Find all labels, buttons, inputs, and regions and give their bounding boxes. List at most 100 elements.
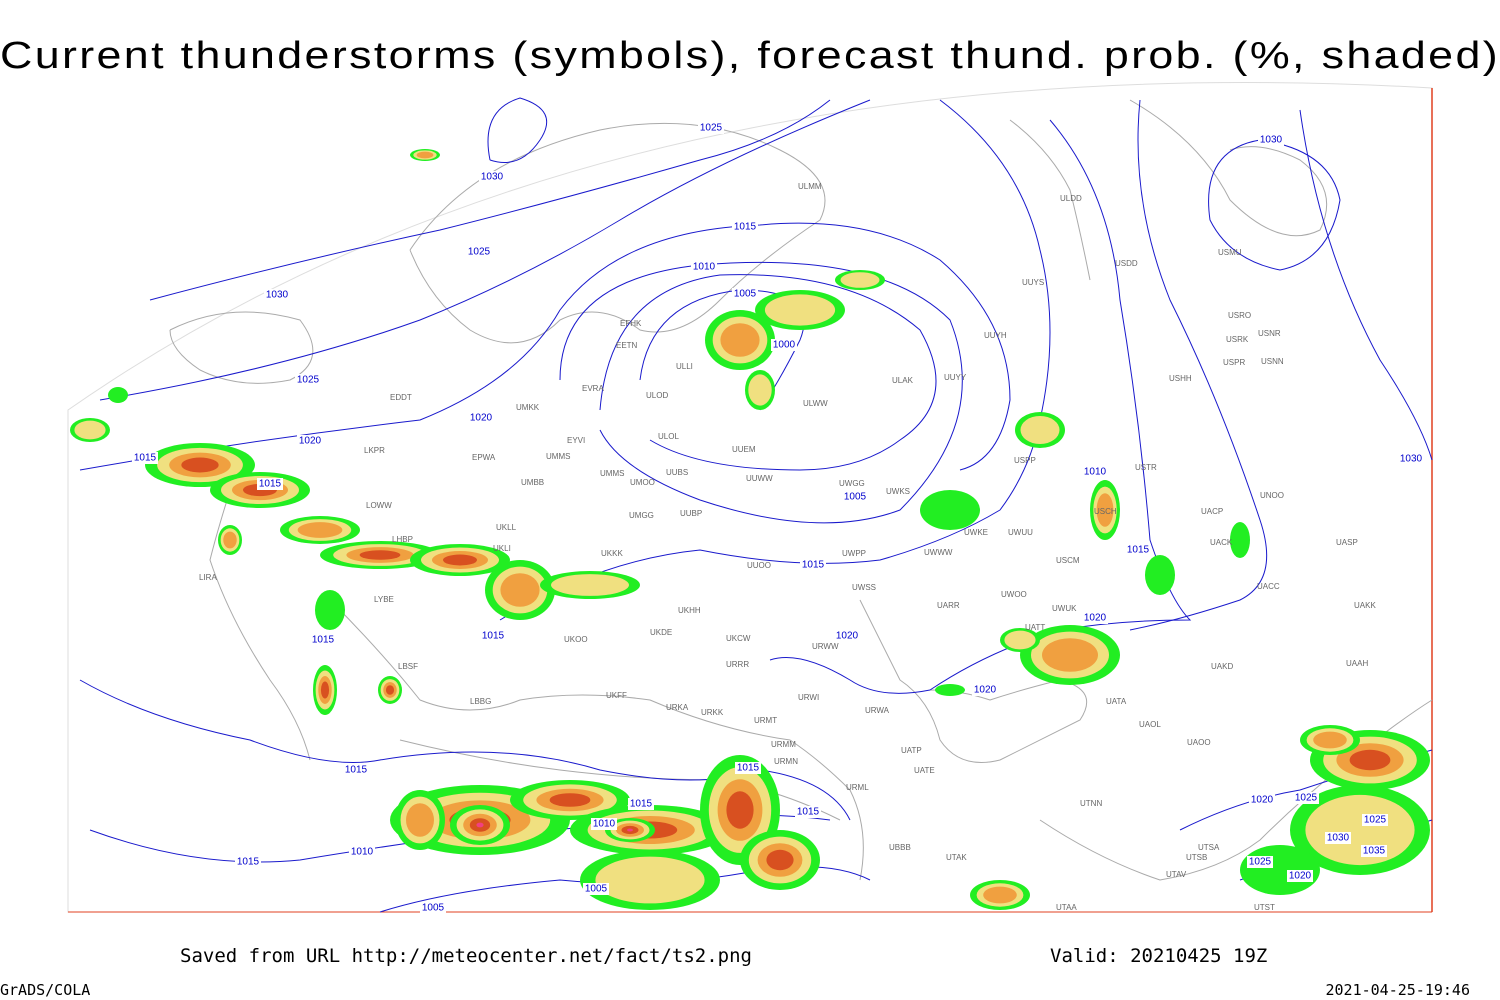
- station-label: USDD: [1115, 259, 1138, 268]
- storm-area: [1096, 493, 1114, 527]
- isobar-label-bg: [691, 261, 717, 273]
- storm-area: [1020, 415, 1060, 445]
- station-label: EYVI: [567, 436, 585, 445]
- isobar: [1129, 99, 1268, 631]
- station-label: UUYS: [1022, 278, 1044, 287]
- storm-area: [443, 554, 477, 566]
- station-label: UKLL: [496, 523, 517, 532]
- station-label: URWA: [865, 706, 890, 715]
- station-label: UAKD: [1211, 662, 1233, 671]
- station-labels: ULMM ULDD USDD USMU UUYS USRO USRK USNR UUYH USPR…: [199, 182, 1376, 912]
- isobar-label-bg: [698, 122, 724, 134]
- storm-area: [1349, 749, 1391, 771]
- isobar-label: 1015: [482, 631, 505, 642]
- title: Current thunderstorms (symbols), forecas…: [0, 35, 1500, 77]
- coastline: [1009, 99, 1328, 281]
- isobar-label-bg: [264, 289, 290, 301]
- isobar-label-bg: [583, 883, 609, 895]
- station-label: USTR: [1135, 463, 1157, 472]
- station-label: UNOO: [1260, 491, 1284, 500]
- isobar-label-bg: [1082, 466, 1108, 478]
- station-label: UACC: [1257, 582, 1280, 591]
- isobar-label-bg: [1362, 814, 1388, 826]
- storm-area: [223, 531, 237, 549]
- storm-area: [720, 323, 760, 357]
- station-label: UAAH: [1346, 659, 1368, 668]
- station-label: UKLI: [493, 544, 511, 553]
- isobar-label: 1020: [299, 436, 322, 447]
- station-label: ULMM: [798, 182, 822, 191]
- isobar-label: 1005: [422, 903, 445, 914]
- isobar-label-bg: [349, 846, 375, 858]
- isobar-label: 1015: [345, 765, 368, 776]
- station-label: LBBG: [470, 697, 491, 706]
- storm-area: [416, 151, 434, 159]
- station-label: USMU: [1218, 248, 1242, 257]
- station-label: EDDT: [390, 393, 412, 402]
- isobar: [559, 261, 963, 524]
- isobar-label-bg: [235, 856, 261, 868]
- isobar-label: 1005: [585, 884, 608, 895]
- isobar-label-bg: [466, 246, 492, 258]
- station-label: URMT: [754, 716, 777, 725]
- isobar-labels: 1025 1030 1025 1030 1025 1020 1020 1015 1015 1015…: [132, 122, 1424, 914]
- isobar-label-bg: [771, 339, 797, 351]
- station-label: UATP: [901, 746, 922, 755]
- station-label: UAOO: [1187, 738, 1211, 747]
- station-label: USCM: [1056, 556, 1080, 565]
- station-label: USCH: [1094, 507, 1117, 516]
- isobar-label-bg: [1398, 453, 1424, 465]
- station-label: UTAA: [1056, 903, 1077, 912]
- station-label: USHH: [1169, 374, 1192, 383]
- isobar-label-bg: [295, 374, 321, 386]
- station-label: UKCW: [726, 634, 751, 643]
- thunderstorm-probability: [70, 149, 1430, 910]
- isobar-label: 1020: [836, 631, 859, 642]
- map-domain: [67, 82, 1433, 913]
- isobar-label-bg: [1258, 134, 1284, 146]
- isobar-label: 1010: [593, 819, 616, 830]
- station-label: UMBB: [521, 478, 544, 487]
- isobar-label-bg: [800, 559, 826, 571]
- station-label: URWW: [812, 642, 839, 651]
- storm-area: [74, 420, 106, 440]
- isobar: [1208, 139, 1341, 271]
- station-label: UBBB: [889, 843, 911, 852]
- station-label: UTNN: [1080, 799, 1102, 808]
- storm-area: [108, 387, 128, 403]
- station-label: UUWW: [746, 474, 773, 483]
- station-label: UAKK: [1354, 601, 1376, 610]
- isobar: [769, 119, 1192, 694]
- station-label: EVRA: [582, 384, 604, 393]
- storm-area: [406, 803, 434, 837]
- storm-area: [748, 374, 772, 406]
- station-label: UACK: [1210, 538, 1233, 547]
- isobar-label-bg: [343, 764, 369, 776]
- station-label: UTST: [1254, 903, 1275, 912]
- storm-area: [920, 490, 980, 530]
- station-label: UKFF: [606, 691, 627, 700]
- station-label: LHBP: [392, 535, 413, 544]
- isobar-label-bg: [257, 478, 283, 490]
- isobar-label-bg: [735, 762, 761, 774]
- storm-area: [359, 550, 401, 560]
- station-label: UMMS: [600, 469, 624, 478]
- isobar-label: 1005: [844, 492, 867, 503]
- station-label: UKHH: [678, 606, 701, 615]
- isobar-label-bg: [1247, 856, 1273, 868]
- station-label: UUOO: [747, 561, 771, 570]
- isobar-label-bg: [591, 818, 617, 830]
- isobar-label-bg: [1082, 612, 1108, 624]
- station-label: UWWW: [924, 548, 953, 557]
- station-label: UUYH: [984, 331, 1007, 340]
- isobar-label: 1030: [1400, 454, 1423, 465]
- isobar-label-bg: [1287, 870, 1313, 882]
- coastline: [409, 122, 826, 344]
- source-url: Saved from URL http://meteocenter.net/fa…: [180, 945, 752, 967]
- station-label: URKA: [666, 703, 689, 712]
- isobar-label: 1030: [266, 290, 289, 301]
- station-label: UWKS: [886, 487, 910, 496]
- isobar-label-bg: [468, 412, 494, 424]
- isobar-label: 1035: [1363, 846, 1386, 857]
